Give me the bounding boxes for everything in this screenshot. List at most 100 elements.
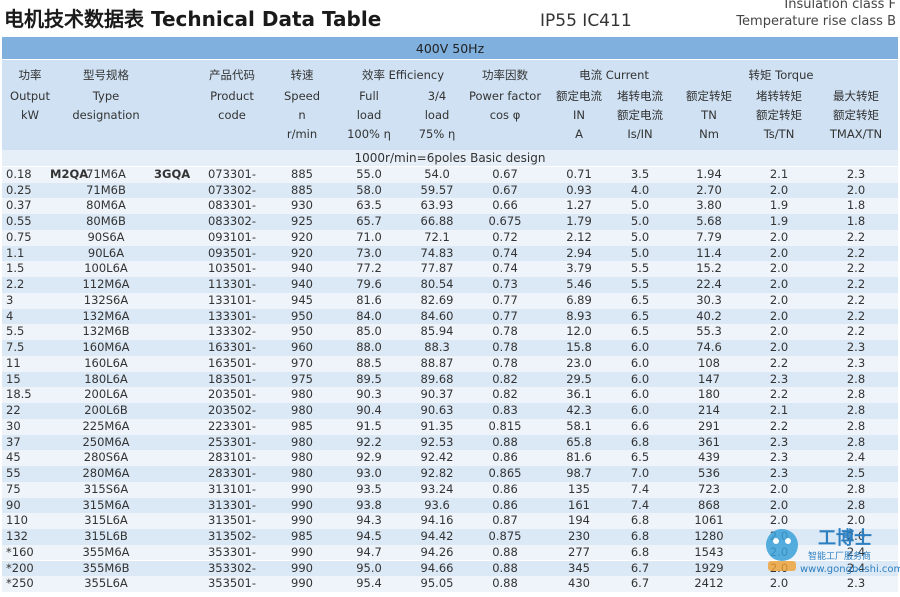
temperature-rise: Temperature rise class B [736,14,896,29]
cell: 58.1 [566,418,592,433]
row-band [2,497,898,514]
cell: 0.72 [492,229,518,244]
cell: 203501- [207,387,257,402]
cell: 95.4 [356,576,382,591]
cell: 80M6A [86,198,126,213]
cell: 940 [291,261,313,276]
cell: 950 [291,308,313,323]
cell: 2.0 [769,340,789,355]
cell: 94.66 [420,560,454,575]
cell: 2.2 [846,277,866,292]
cell: 280M6A [82,466,130,481]
cell: 0.67 [492,167,518,181]
cell: 84.60 [420,308,454,323]
cell: 2.2 [769,387,789,402]
cell: 313301- [207,497,257,512]
cell: 11.4 [696,245,722,260]
cell: 1.5 [6,261,25,276]
cell: 37 [6,434,21,449]
cell: 161 [568,497,590,512]
cell: 0.75 [6,229,32,244]
cell: 925 [291,214,313,229]
cell: 2.2 [846,308,866,323]
cell: 23.0 [566,355,592,370]
cell: 073302- [207,182,257,197]
cell: 0.88 [492,544,518,559]
cell: 093501- [207,245,257,260]
watermark-brand: 工博士 [818,528,872,549]
cell: 6.8 [630,544,650,559]
cell: 91.35 [420,418,454,433]
column-header: n [298,108,306,122]
row-band [2,167,898,183]
cell: 95.05 [420,576,454,591]
cell: 1.8 [846,198,866,213]
row-band [2,340,898,356]
series-label: 3GQA [154,167,191,181]
cell: 885 [291,167,313,181]
cell: 0.66 [492,198,518,213]
cell: 0.77 [492,308,518,323]
cell: 63.5 [356,198,382,213]
cell: 94.7 [356,544,382,559]
group-header: 转矩 Torque [748,68,814,82]
cell: 2.3 [769,450,789,465]
cell: 95.0 [356,560,382,575]
cell: 536 [698,466,720,481]
cell: 2.3 [769,371,789,386]
cell: 885 [291,182,313,197]
cell: 2.2 [769,418,789,433]
cell: 083302- [207,214,257,229]
series-label: M2QA [50,167,89,181]
cell: 5.5 [630,277,650,292]
cell: 2.8 [846,497,866,512]
cell: 65.8 [566,434,592,449]
cell: 74.6 [696,340,722,355]
cell: 1.79 [566,214,592,229]
cell: 2.2 [846,292,866,307]
cell: 3.5 [630,167,650,181]
row-band [2,308,898,325]
cell: 94.3 [356,513,382,528]
cell: 277 [568,544,590,559]
cell: 6.0 [630,387,650,402]
cell: 940 [291,277,313,292]
cell: 71M6B [86,182,126,197]
cell: 2.8 [846,418,866,433]
cell: 5.0 [630,245,650,260]
cell: 160L6A [84,355,128,370]
cell: 980 [291,434,313,449]
supply: 400V 50Hz [415,41,485,56]
cell: 163501- [207,355,257,370]
cell: 990 [291,481,313,496]
cell: 315M6A [82,497,130,512]
group-header: 效率 Efficiency [361,68,445,82]
cell: 313501- [207,513,257,528]
cell: 6.5 [630,292,650,307]
row-band [2,324,898,341]
row-band [2,387,898,404]
watermark: 工博士 智能工厂服务商 www.gongboshi.com [760,510,900,595]
cell: 81.6 [566,450,592,465]
cell: 3.80 [696,198,722,213]
cell: 980 [291,450,313,465]
cell: 84.0 [356,308,382,323]
cell: 315S6A [83,481,129,496]
cell: 2.0 [769,292,789,307]
cell: 71.0 [356,229,382,244]
cell: 2.2 [846,324,866,339]
cell: 18.5 [6,387,32,402]
cell: 36.1 [566,387,592,402]
cell: 132M6A [82,308,130,323]
cell: 0.88 [492,560,518,575]
cell: 90S6A [87,229,125,244]
cell: 355L6A [84,576,128,591]
cell: 100L6A [84,261,128,276]
row-band [2,403,898,419]
section-band [2,150,898,166]
cell: 93.0 [356,466,382,481]
cell: 1280 [694,529,724,544]
cell: 90L6A [87,245,125,260]
cell: 45 [6,450,21,465]
